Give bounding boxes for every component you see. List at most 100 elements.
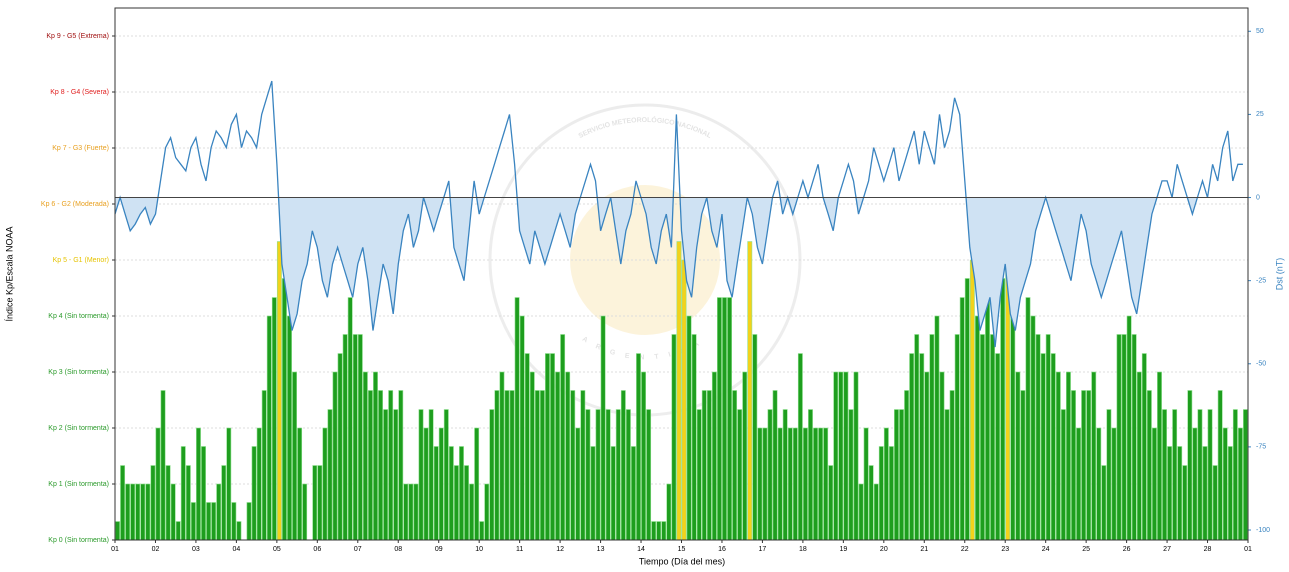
x-tick-label: 14 [637,546,645,553]
kp-bar [514,297,520,541]
kp-bar [914,334,920,541]
kp-bar [838,371,844,541]
kp-bar [924,371,930,541]
kp-bar [337,353,343,541]
kp-bar [620,390,626,541]
kp-bar [954,334,960,541]
kp-bar [347,297,353,541]
kp-bar [990,334,995,541]
kp-bar [570,390,576,541]
kp-bar [969,259,975,541]
x-tick-label: 11 [516,546,523,553]
kp-bar [585,409,591,541]
kp-bar [747,241,753,541]
kp-bar [894,409,899,541]
kp-bar [180,446,186,541]
kp-bar [843,371,849,541]
x-tick-label: 01 [111,546,119,553]
dst-line [114,80,1243,348]
kp-bar [509,390,515,541]
kp-bar [813,427,818,541]
kp-bar [322,427,328,541]
kp-bar [1055,371,1061,541]
dst-fill [115,197,1243,348]
kp-bar [256,427,262,541]
kp-bar [524,353,530,541]
x-tick-label: 26 [1123,546,1131,553]
kp-bar [312,465,318,541]
kp-bar [464,465,469,541]
kp-bar [1182,465,1188,541]
kp-bar [221,465,227,541]
kp-bar [469,483,475,541]
kp-bar [575,427,581,541]
kp-bar [980,334,985,541]
kp-bar [919,353,925,541]
kp-bar [676,241,682,541]
x-tick-label: 27 [1163,546,1171,553]
kp-bar [1106,409,1112,541]
kp-bar [711,371,717,541]
kp-bar [550,353,555,541]
kp-bar [1212,465,1218,541]
kp-bar [853,371,859,541]
kp-bar [641,371,646,541]
kp-bar [858,483,864,541]
kp-bar [292,371,297,541]
kp-bar [631,446,636,541]
x-tick-label: 03 [192,546,200,553]
kp-bar [1146,390,1152,541]
kp-bar [909,353,915,541]
kp-bar [165,465,171,541]
y2-tick-label: -100 [1256,527,1270,534]
kp-bar [1157,371,1162,541]
kp-bar [170,483,176,541]
kp-bar [818,427,824,541]
kp-bar [545,353,550,541]
kp-bar [686,315,692,541]
kp-bar [615,409,621,541]
kp-bar [135,483,141,541]
kp-bar [155,427,161,541]
kp-bar [656,521,662,541]
kp-bar [383,409,389,541]
kp-bar [1020,390,1026,541]
y2-tick-label: 0 [1256,194,1260,201]
kp-bar [266,315,272,541]
kp-bar [120,465,126,541]
kp-bar [1243,409,1248,541]
kp-bar [489,409,495,541]
kp-bar [1035,334,1041,541]
y2-tick-label: 25 [1256,111,1264,118]
kp-bar [1116,334,1122,541]
kp-bar [1066,371,1071,541]
kp-bar [706,390,712,541]
kp-bar [1197,409,1203,541]
y-tick-label: Kp 1 (Sin tormenta) [48,481,109,488]
kp-bar [130,483,136,541]
watermark-top: SERVICIO METEOROLÓGICO NACIONAL [578,115,714,140]
x-tick-label: 10 [475,546,483,553]
y2-tick-label: -50 [1256,361,1266,368]
kp-bar [271,297,277,541]
kp-bar [1081,390,1087,541]
kp-bar [1086,390,1092,541]
x-tick-label: 21 [920,546,928,553]
y2-axis-label: Dst (nT) [1274,258,1284,291]
kp-bar [539,390,545,541]
kp-bar [423,427,429,541]
kp-bar [1202,446,1208,541]
kp-bar [873,483,879,541]
kp-bar [433,446,439,541]
kp-bar [717,297,722,541]
kp-bar [610,446,616,541]
kp-bar [438,427,444,541]
kp-bar [357,334,363,541]
kp-bar [823,427,829,541]
kp-bar [448,446,454,541]
y2-tick-label: 50 [1256,28,1264,35]
kp-bar [974,315,980,541]
kp-bar [236,521,242,541]
kp-bar [595,409,601,541]
kp-bar [1060,409,1066,541]
